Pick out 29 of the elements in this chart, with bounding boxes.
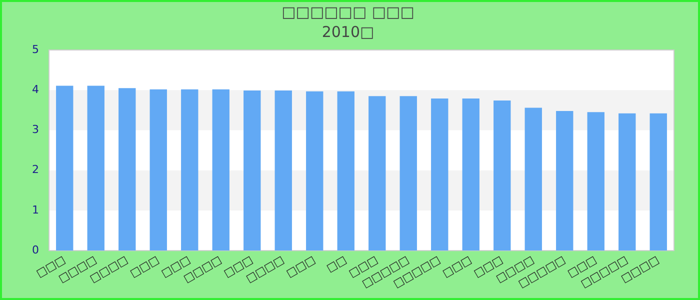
bar: [118, 88, 136, 251]
bar: [274, 90, 292, 251]
bar: [556, 110, 574, 251]
bar: [618, 113, 636, 251]
chart-subtitle: 2010□: [322, 22, 374, 41]
bar: [462, 98, 480, 251]
bar: [87, 86, 104, 251]
y-tick-label: 0: [32, 243, 39, 256]
bar: [494, 100, 511, 251]
bar: [306, 91, 324, 251]
bar: [587, 112, 604, 251]
bar: [244, 90, 261, 251]
bar: [181, 89, 198, 251]
bar: [524, 108, 542, 251]
y-tick-label: 4: [32, 82, 39, 96]
y-tick-label: 2: [32, 163, 39, 176]
bar: [650, 113, 667, 251]
bar: [337, 91, 354, 251]
y-tick-label: 3: [32, 123, 39, 136]
chart-title: □□□□□□ □□□: [282, 2, 414, 21]
bar: [400, 96, 417, 251]
y-tick-label: 5: [32, 42, 39, 56]
bar: [368, 96, 386, 251]
bar: [150, 89, 167, 251]
bar: [56, 86, 74, 251]
y-tick-label: 1: [32, 203, 39, 216]
x-tick-label: □□: [324, 253, 349, 275]
bar: [431, 98, 448, 251]
bar: [212, 89, 230, 251]
